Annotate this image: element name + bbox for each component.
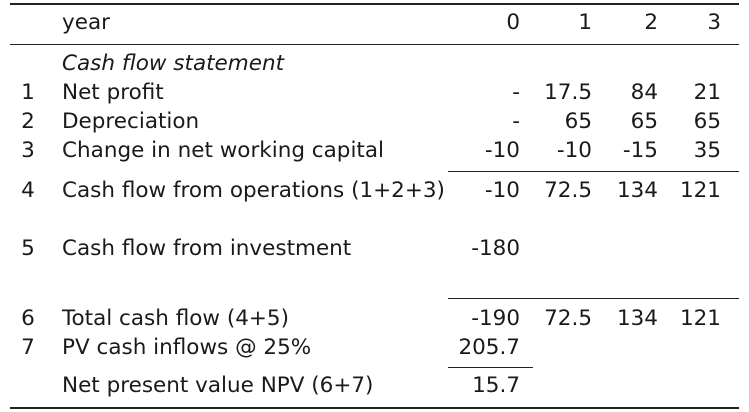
row-index: 7 [21,335,35,360]
row-index: 5 [21,236,35,261]
row-value: 121 [679,306,721,331]
row-label-npv: Net present value NPV (6+7) [62,373,374,398]
row-value: 121 [679,178,721,203]
npv-rule [448,367,533,368]
row-value: 134 [616,306,658,331]
top-rule [10,3,739,5]
header-year-3: 3 [707,10,721,35]
row-value: 205.7 [458,335,520,360]
row-value: -10 [484,138,520,163]
header-year-label: year [62,10,110,35]
row-value: 35 [693,138,721,163]
row-value: -10 [484,178,520,203]
row-label-net-profit: Net profit [62,80,164,105]
row-value: 17.5 [544,80,592,105]
header-year-0: 0 [506,10,520,35]
row-value: 65 [693,109,721,134]
row-value: 65 [630,109,658,134]
header-year-2: 2 [644,10,658,35]
row-label-depreciation: Depreciation [62,109,200,134]
total-rule [448,298,739,299]
bottom-rule [10,407,739,409]
section-title: Cash flow statement [62,51,285,76]
row-label-pv-inflows: PV cash inflows @ 25% [62,335,312,360]
row-label-cf-investment: Cash flow from investment [62,236,352,261]
row-value-npv: 15.7 [472,373,520,398]
row-value: 84 [630,80,658,105]
row-value: 72.5 [544,178,592,203]
row-value: 72.5 [544,306,592,331]
row-value: - [512,80,520,105]
header-rule [10,44,739,45]
row-value: -190 [471,306,520,331]
row-index: 3 [21,138,35,163]
row-label-cf-operations: Cash flow from operations (1+2+3) [62,178,445,203]
row-value: -180 [471,236,520,261]
row-value: 65 [564,109,592,134]
subtotal-rule [448,171,739,172]
row-value: -10 [556,138,592,163]
row-value: -15 [622,138,658,163]
row-index: 6 [21,306,35,331]
row-value: 21 [693,80,721,105]
row-index: 4 [21,178,35,203]
row-value: 134 [616,178,658,203]
row-index: 1 [21,80,35,105]
row-label-change-nwc: Change in net working capital [62,138,385,163]
header-year-1: 1 [578,10,592,35]
row-index: 2 [21,109,35,134]
row-label-total-cf: Total cash flow (4+5) [62,306,289,331]
row-value: - [512,109,520,134]
